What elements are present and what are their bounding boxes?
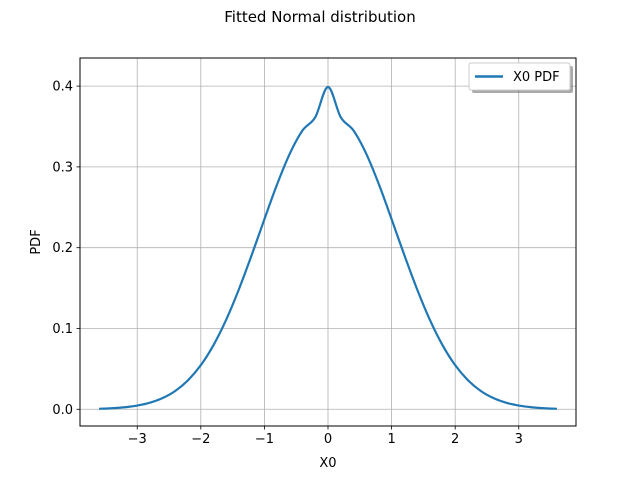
grid-layer: [80, 58, 576, 426]
x-tick-label: 0: [324, 432, 332, 447]
y-tick-label: 0.0: [52, 403, 73, 418]
y-tick-label: 0.2: [52, 241, 73, 256]
chart-title: Fitted Normal distribution: [224, 8, 416, 26]
y-tick-label: 0.3: [52, 160, 73, 175]
y-tick-label: 0.4: [52, 80, 73, 95]
x-tick-label: −3: [128, 432, 147, 447]
tick-layer: −3 −2 −1 0 1 2 3 0.0 0.1 0.2 0.3 0.4: [52, 80, 523, 447]
legend-label-x0-pdf: X0 PDF: [513, 70, 560, 85]
series-layer: [99, 85, 557, 410]
x-axis-label: X0: [319, 456, 336, 471]
x-tick-label: 2: [451, 432, 459, 447]
y-tick-label: 0.1: [52, 322, 73, 337]
x-tick-label: 3: [515, 432, 523, 447]
legend: X0 PDF: [468, 62, 573, 93]
legend-box: [468, 62, 571, 91]
x-tick-label: −1: [255, 432, 274, 447]
x-tick-label: −2: [191, 432, 210, 447]
y-axis-label: PDF: [29, 229, 44, 254]
x-tick-label: 1: [387, 432, 395, 447]
series-line-x0-pdf: [99, 85, 557, 410]
